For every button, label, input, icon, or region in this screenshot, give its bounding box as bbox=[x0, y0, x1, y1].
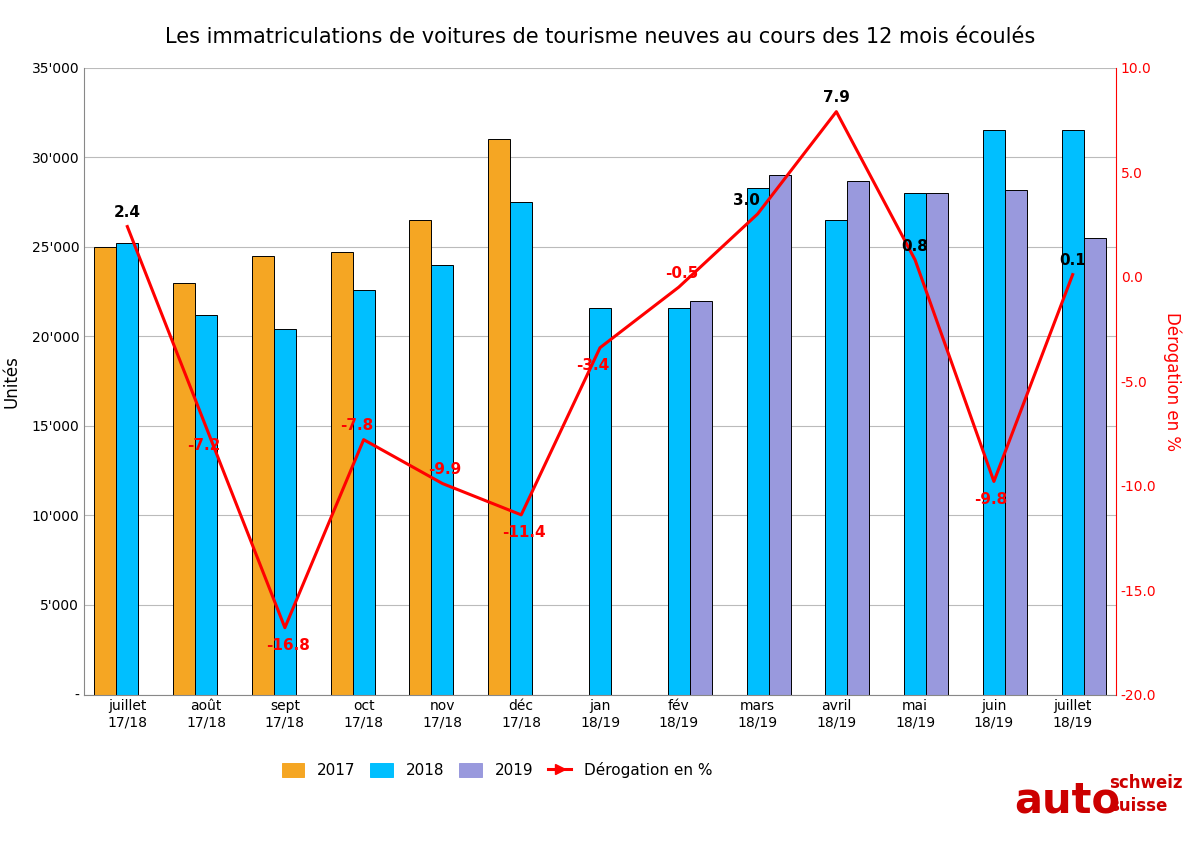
Bar bbox=[409, 220, 432, 695]
Text: -9.8: -9.8 bbox=[974, 492, 1008, 507]
Text: 2.4: 2.4 bbox=[114, 205, 140, 220]
Bar bbox=[95, 246, 116, 695]
Text: 0.1: 0.1 bbox=[1060, 253, 1086, 268]
Bar bbox=[1004, 190, 1027, 695]
Bar bbox=[904, 193, 926, 695]
Text: -7.2: -7.2 bbox=[187, 438, 220, 452]
Bar bbox=[432, 265, 454, 695]
Text: -11.4: -11.4 bbox=[502, 525, 546, 540]
Bar bbox=[173, 283, 196, 695]
Text: -16.8: -16.8 bbox=[265, 639, 310, 653]
Bar bbox=[768, 175, 791, 695]
Y-axis label: Unités: Unités bbox=[2, 355, 20, 407]
Bar bbox=[330, 252, 353, 695]
Text: 3.0: 3.0 bbox=[733, 192, 760, 208]
Text: 0.8: 0.8 bbox=[901, 239, 929, 253]
Bar bbox=[983, 130, 1004, 695]
Text: -7.8: -7.8 bbox=[340, 418, 373, 434]
Bar bbox=[847, 180, 870, 695]
Bar bbox=[353, 290, 374, 695]
Bar bbox=[196, 315, 217, 695]
Bar bbox=[690, 301, 712, 695]
Text: schweiz: schweiz bbox=[1109, 774, 1182, 793]
Bar bbox=[510, 202, 533, 695]
Text: -9.9: -9.9 bbox=[428, 462, 462, 477]
Text: -3.4: -3.4 bbox=[576, 358, 610, 374]
Text: -0.5: -0.5 bbox=[665, 266, 698, 280]
Bar bbox=[746, 188, 768, 695]
Text: suisse: suisse bbox=[1109, 797, 1168, 816]
Text: auto: auto bbox=[1014, 779, 1120, 822]
Text: 7.9: 7.9 bbox=[823, 91, 850, 105]
Legend: 2017, 2018, 2019, Dérogation en %: 2017, 2018, 2019, Dérogation en % bbox=[276, 756, 718, 784]
Bar bbox=[589, 307, 611, 695]
Bar bbox=[926, 193, 948, 695]
Bar bbox=[826, 220, 847, 695]
Bar bbox=[1084, 238, 1105, 695]
Bar bbox=[116, 243, 138, 695]
Y-axis label: Dérogation en %: Dérogation en % bbox=[1163, 312, 1182, 451]
Bar bbox=[667, 307, 690, 695]
Bar bbox=[488, 140, 510, 695]
Bar bbox=[252, 256, 274, 695]
Title: Les immatriculations de voitures de tourisme neuves au cours des 12 mois écoulés: Les immatriculations de voitures de tour… bbox=[164, 27, 1036, 47]
Bar bbox=[1062, 130, 1084, 695]
Bar bbox=[274, 329, 296, 695]
